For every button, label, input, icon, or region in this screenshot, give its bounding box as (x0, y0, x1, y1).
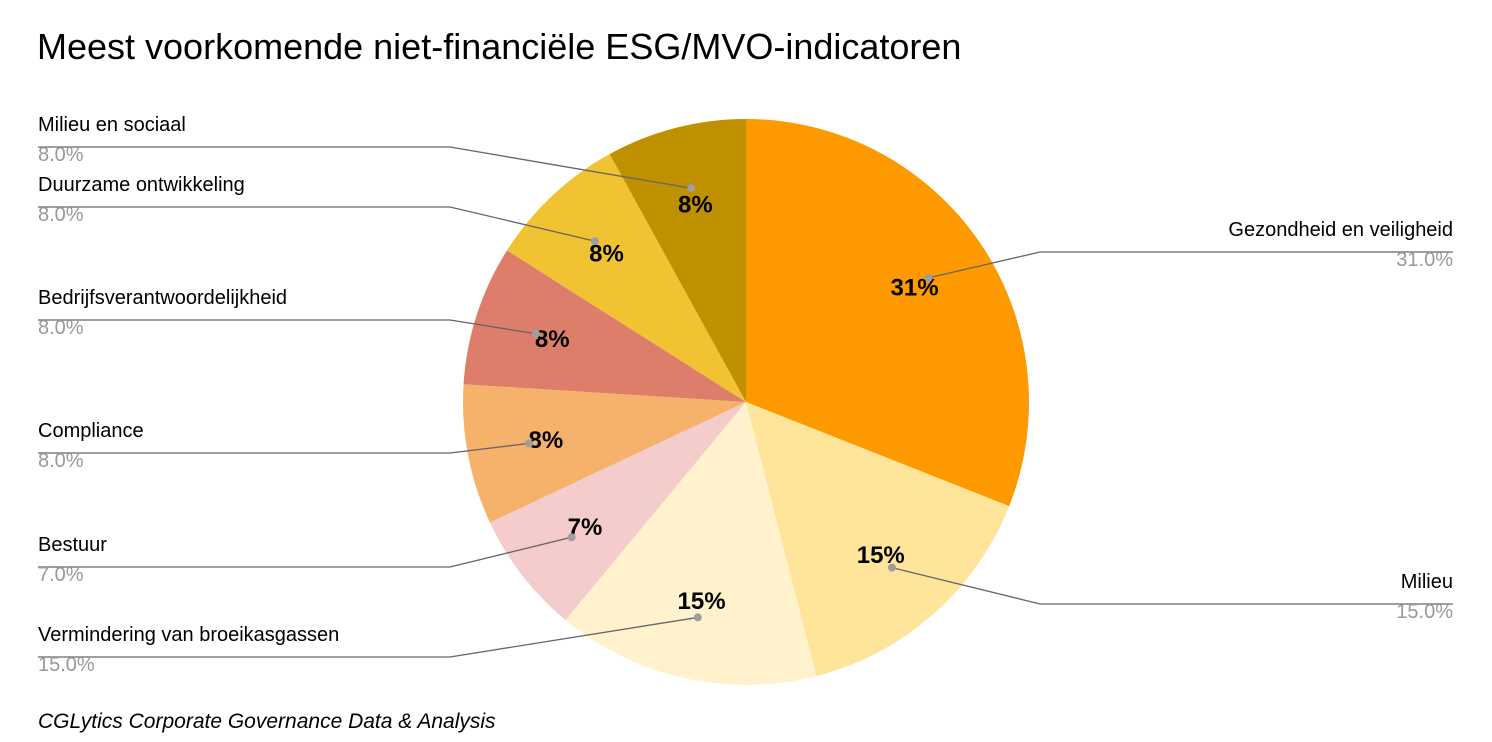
slice-percent-label-6: 8% (535, 326, 570, 353)
chart-source-footer: CGLytics Corporate Governance Data & Ana… (38, 710, 496, 733)
pie-slice-8[interactable] (609, 119, 746, 402)
callout-dot-6 (532, 329, 541, 338)
pie-slice-7[interactable] (507, 154, 746, 402)
callout-line-6 (38, 319, 537, 335)
callout-label-3: Vermindering van broeikasgassen (38, 624, 339, 646)
callout-line-4 (38, 536, 572, 568)
callout-value-1: 31.0% (1396, 249, 1453, 271)
callout-label-5: Compliance (38, 420, 144, 442)
callout-label-7: Duurzame ontwikkeling (38, 174, 245, 196)
callout-dot-1 (924, 273, 933, 282)
pie-slice-4[interactable] (489, 402, 746, 621)
callout-label-2: Milieu (1401, 571, 1453, 593)
callout-dot-4 (567, 533, 576, 542)
callout-label-8: Milieu en sociaal (38, 114, 186, 136)
callout-value-2: 15.0% (1396, 601, 1453, 623)
callout-dot-7 (590, 237, 599, 246)
callout-dot-5 (525, 439, 534, 448)
callout-value-4: 7.0% (38, 564, 84, 586)
slice-percent-label-3: 15% (678, 588, 726, 615)
pie-slice-6[interactable] (463, 250, 746, 402)
pie-slice-5[interactable] (463, 384, 746, 523)
pie-slice-3[interactable] (565, 402, 817, 685)
slice-percent-label-2: 15% (857, 542, 905, 569)
callout-line-3 (38, 616, 698, 658)
pie-slice-1[interactable] (746, 119, 1029, 507)
callout-value-6: 8.0% (38, 317, 84, 339)
callout-line-2 (891, 566, 1453, 605)
callout-dot-8 (687, 184, 696, 193)
callout-dot-2 (887, 563, 896, 572)
pie-slice-2[interactable] (746, 402, 1010, 677)
callout-value-8: 8.0% (38, 144, 84, 166)
callout-label-1: Gezondheid en veiligheid (1228, 219, 1453, 241)
callout-label-4: Bestuur (38, 534, 107, 556)
chart-title: Meest voorkomende niet-financiële ESG/MV… (37, 26, 962, 67)
slice-percent-label-5: 8% (529, 427, 564, 454)
callout-label-6: Bedrijfsverantwoordelijkheid (38, 287, 287, 309)
callout-value-5: 8.0% (38, 450, 84, 472)
callout-line-5 (38, 442, 530, 454)
callout-value-7: 8.0% (38, 204, 84, 226)
callout-value-3: 15.0% (38, 654, 95, 676)
callout-dot-3 (693, 613, 702, 622)
callout-line-8 (38, 146, 692, 189)
callout-line-1 (928, 251, 1453, 279)
slice-percent-label-8: 8% (678, 192, 713, 219)
callout-line-7 (38, 206, 596, 242)
